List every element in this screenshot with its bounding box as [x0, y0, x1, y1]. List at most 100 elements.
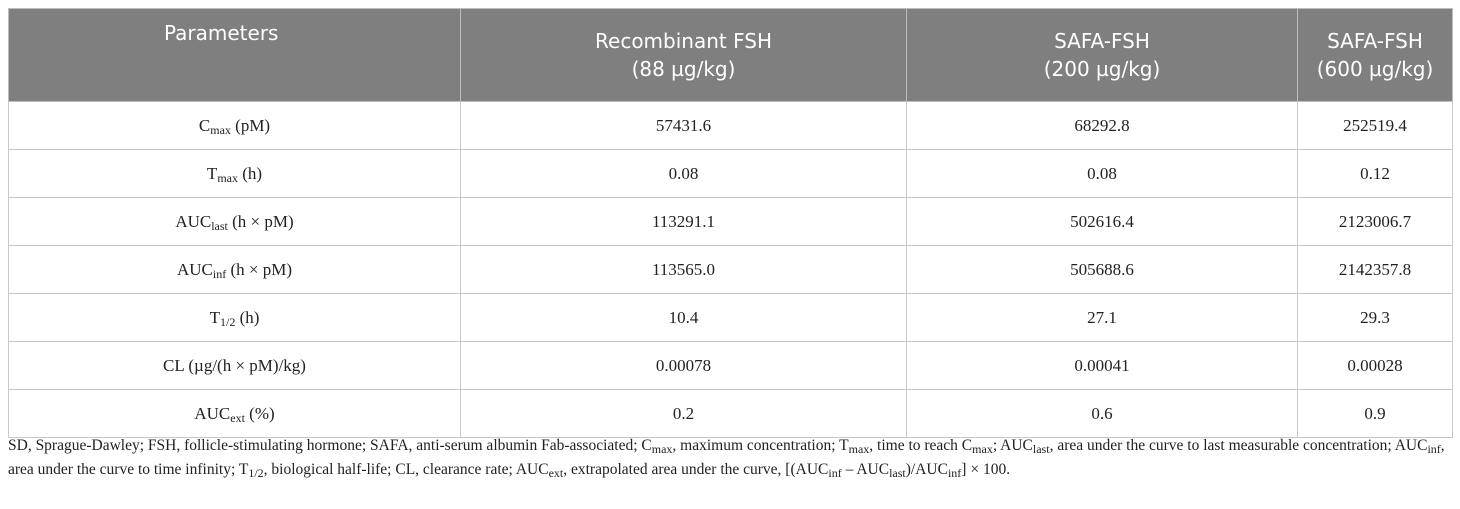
value-cell: 0.08 — [460, 149, 907, 198]
value-cell: 0.00028 — [1297, 341, 1453, 390]
subscript: inf — [947, 466, 962, 480]
value-text: 10.4 — [668, 307, 699, 327]
text: (h × pM) — [226, 259, 293, 279]
parameter-cell: Cmax (pM) — [8, 101, 461, 150]
text: ; AUC — [992, 437, 1033, 454]
text: CL (µg/(h × pM)/kg) — [163, 355, 306, 375]
header-text: SAFA-FSH — [1054, 29, 1150, 53]
table-row: Cmax (pM) 57431.6 68292.8 252519.4 — [8, 101, 1453, 150]
value-text: 0.6 — [1091, 403, 1113, 423]
subscript: last — [211, 218, 228, 233]
table-row: AUCinf (h × pM) 113565.0 505688.6 2142357.8 — [8, 245, 1453, 294]
value-text: 0.08 — [668, 163, 699, 183]
text: , maximum concentration; T — [672, 437, 849, 454]
text: AUC — [175, 211, 212, 231]
subscript: max — [210, 122, 231, 137]
subscript: max — [651, 442, 673, 456]
header-text: Parameters — [164, 21, 279, 45]
footnote: SD, Sprague-Dawley; FSH, follicle-stimul… — [8, 434, 1452, 482]
header-cell: Recombinant FSH (88 µg/kg) — [460, 8, 907, 102]
subscript: 1/2 — [248, 466, 264, 480]
text: T — [206, 163, 218, 183]
value-cell: 2142357.8 — [1297, 245, 1453, 294]
value-text: 113565.0 — [651, 259, 716, 279]
value-cell: 0.00041 — [906, 341, 1298, 390]
header-text: (200 µg/kg) — [1043, 57, 1161, 81]
value-text: 113291.1 — [651, 211, 716, 231]
value-text: 0.2 — [672, 403, 695, 423]
value-cell: 505688.6 — [906, 245, 1298, 294]
value-cell: 2123006.7 — [1297, 197, 1453, 246]
text: ] × 100. — [961, 461, 1011, 478]
subscript: last — [1032, 442, 1050, 456]
value-text: 0.9 — [1364, 403, 1386, 423]
value-cell: 57431.6 — [460, 101, 907, 150]
value-cell: 68292.8 — [906, 101, 1298, 150]
value-text: 57431.6 — [655, 115, 712, 135]
value-cell: 27.1 — [906, 293, 1298, 342]
value-text: 2123006.7 — [1338, 211, 1412, 231]
text: (h × pM) — [227, 211, 294, 231]
header-text: Recombinant FSH — [595, 29, 772, 53]
parameter-cell: AUCext (%) — [8, 389, 461, 438]
subscript: max — [972, 442, 993, 456]
text: , area under the curve to last measurabl… — [1049, 437, 1428, 454]
value-text: 29.3 — [1360, 307, 1390, 327]
subscript: max — [217, 170, 238, 185]
text: , time to reach C — [869, 437, 973, 454]
parameter-cell: CL (µg/(h × pM)/kg) — [8, 341, 461, 390]
value-text: 502616.4 — [1070, 211, 1134, 231]
subscript: 1/2 — [219, 314, 236, 329]
value-text: 2142357.8 — [1338, 259, 1412, 279]
value-cell: 0.00078 — [460, 341, 907, 390]
text: C — [198, 115, 211, 135]
subscript: ext — [548, 466, 564, 480]
value-text: 0.08 — [1087, 163, 1117, 183]
header-text: (600 µg/kg) — [1316, 57, 1434, 81]
value-text: 0.00078 — [655, 355, 712, 375]
value-cell: 113565.0 — [460, 245, 907, 294]
value-cell: 252519.4 — [1297, 101, 1453, 150]
text: (h) — [235, 307, 260, 327]
subscript: inf — [212, 266, 227, 281]
text: AUC — [176, 259, 213, 279]
text: (h) — [237, 163, 263, 183]
table-row: T1/2 (h) 10.4 27.1 29.3 — [8, 293, 1453, 342]
text: SD, Sprague-Dawley; FSH, follicle-stimul… — [8, 437, 652, 454]
value-cell: 0.12 — [1297, 149, 1453, 198]
value-text: 68292.8 — [1074, 115, 1130, 135]
data-table: Parameters Recombinant FSH (88 µg/kg) SAFA-… — [8, 8, 1453, 438]
table-row: CL (µg/(h × pM)/kg) 0.00078 0.00041 0.00028 — [8, 341, 1453, 390]
text: , biological half-life; CL, clearance ra… — [263, 461, 549, 478]
value-text: 0.00041 — [1074, 355, 1130, 375]
text: AUC — [194, 403, 231, 423]
text: , area under the curve to time infinity;… — [8, 437, 1445, 478]
value-cell: 29.3 — [1297, 293, 1453, 342]
value-text: 27.1 — [1087, 307, 1117, 327]
parameter-cell: AUClast (h × pM) — [8, 197, 461, 246]
header-cell: Parameters — [8, 8, 461, 102]
value-text: 0.00028 — [1347, 355, 1403, 375]
subscript: last — [889, 466, 906, 480]
header-cell: SAFA-FSH (600 µg/kg) — [1297, 8, 1453, 102]
subscript: inf — [828, 466, 842, 480]
text: (%) — [244, 403, 275, 423]
text: – AUC — [841, 461, 890, 478]
header-row: Parameters Recombinant FSH (88 µg/kg) SAFA-… — [8, 8, 1453, 102]
table-row: AUClast (h × pM) 113291.1 502616.4 2123006.… — [8, 197, 1453, 246]
text: )/AUC — [905, 461, 948, 478]
parameter-cell: AUCinf (h × pM) — [8, 245, 461, 294]
value-cell: 0.9 — [1297, 389, 1453, 438]
table-row: AUCext (%) 0.2 0.6 0.9 — [8, 389, 1453, 438]
value-cell: 0.08 — [906, 149, 1298, 198]
parameter-cell: T1/2 (h) — [8, 293, 461, 342]
value-cell: 0.2 — [460, 389, 907, 438]
table-body: Cmax (pM) 57431.6 68292.8 252519.4 Tmax (h) 0… — [8, 101, 1453, 438]
value-text: 505688.6 — [1070, 259, 1134, 279]
text: (pM) — [230, 115, 271, 135]
value-cell: 0.6 — [906, 389, 1298, 438]
subscript: inf — [1427, 442, 1441, 456]
header-text: SAFA-FSH — [1327, 29, 1423, 53]
text: , extrapolated area under the curve, [(A… — [563, 461, 829, 478]
